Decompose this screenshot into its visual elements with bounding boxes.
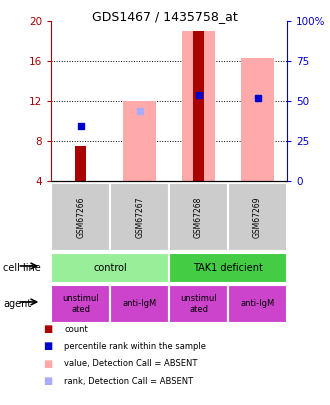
Text: rank, Detection Call = ABSENT: rank, Detection Call = ABSENT <box>64 377 193 386</box>
Bar <box>51 285 110 323</box>
Text: percentile rank within the sample: percentile rank within the sample <box>64 342 206 351</box>
Text: unstimul
ated: unstimul ated <box>180 294 217 314</box>
Text: anti-IgM: anti-IgM <box>122 300 157 309</box>
Bar <box>110 285 169 323</box>
Bar <box>169 183 228 251</box>
Bar <box>193 31 204 181</box>
Bar <box>110 183 169 251</box>
Bar <box>169 253 287 283</box>
Text: ■: ■ <box>43 341 52 352</box>
Text: TAK1 deficient: TAK1 deficient <box>193 263 263 273</box>
Text: count: count <box>64 324 88 334</box>
Text: anti-IgM: anti-IgM <box>241 300 275 309</box>
Bar <box>228 183 287 251</box>
Text: control: control <box>93 263 127 273</box>
Text: ■: ■ <box>43 359 52 369</box>
Text: GSM67268: GSM67268 <box>194 196 203 238</box>
Text: GSM67267: GSM67267 <box>135 196 144 238</box>
Text: agent: agent <box>3 299 32 309</box>
Text: GSM67269: GSM67269 <box>253 196 262 238</box>
Bar <box>169 285 228 323</box>
Bar <box>123 101 156 181</box>
Text: GDS1467 / 1435758_at: GDS1467 / 1435758_at <box>92 10 238 23</box>
Bar <box>75 146 86 181</box>
Text: GSM67266: GSM67266 <box>76 196 85 238</box>
Bar <box>51 183 110 251</box>
Text: value, Detection Call = ABSENT: value, Detection Call = ABSENT <box>64 359 198 368</box>
Bar <box>51 253 169 283</box>
Text: cell line: cell line <box>3 263 41 273</box>
Text: ■: ■ <box>43 376 52 386</box>
Bar <box>182 31 215 181</box>
Text: ■: ■ <box>43 324 52 334</box>
Text: unstimul
ated: unstimul ated <box>62 294 99 314</box>
Bar <box>241 58 274 181</box>
Bar <box>228 285 287 323</box>
